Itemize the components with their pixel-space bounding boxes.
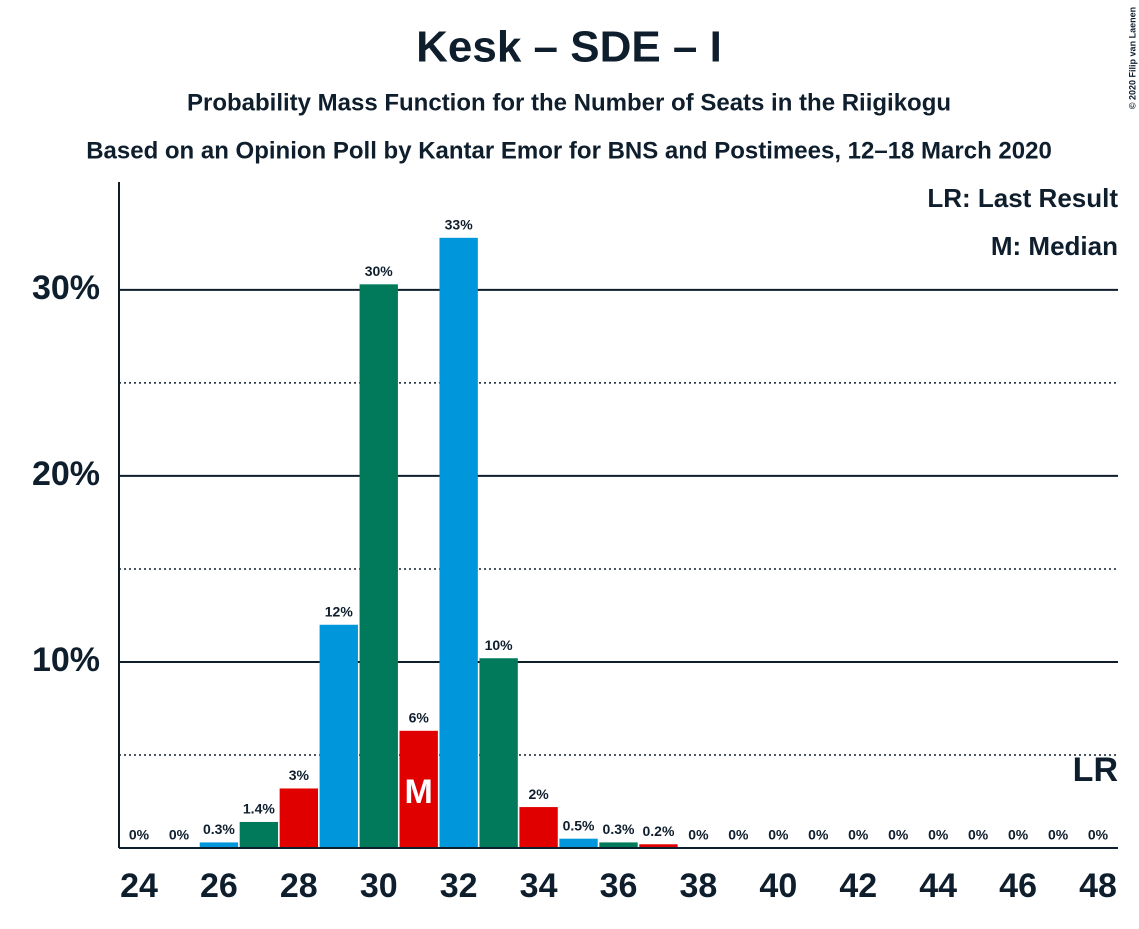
- bar: [279, 788, 319, 848]
- bar: [439, 237, 478, 848]
- chart-subtitle: Based on an Opinion Poll by Kantar Emor …: [86, 137, 1052, 164]
- value-label: 0%: [968, 827, 989, 843]
- chart-subtitle: Probability Mass Function for the Number…: [187, 89, 951, 116]
- value-label: 1.4%: [243, 801, 275, 817]
- x-tick-label: 32: [440, 867, 478, 905]
- value-label: 2%: [528, 786, 549, 802]
- x-tick-label: 48: [1079, 867, 1117, 905]
- x-tick-label: 34: [520, 867, 558, 905]
- value-label: 0%: [1008, 827, 1029, 843]
- x-tick-label: 26: [200, 867, 238, 905]
- value-label: 30%: [365, 263, 394, 279]
- value-label: 0%: [688, 827, 709, 843]
- median-marker: M: [405, 773, 433, 811]
- value-label: 6%: [409, 710, 430, 726]
- bar: [199, 842, 239, 848]
- bar: [559, 838, 598, 848]
- bar: [639, 844, 678, 848]
- y-tick-label: 30%: [32, 269, 100, 307]
- x-tick-label: 40: [759, 867, 797, 905]
- value-label: 0.2%: [642, 823, 674, 839]
- bar: [479, 658, 518, 848]
- value-label: 12%: [325, 603, 354, 619]
- bar: [319, 624, 358, 848]
- value-label: 10%: [485, 637, 514, 653]
- bar: [399, 730, 438, 848]
- value-label: 3%: [289, 767, 310, 783]
- bar: [239, 821, 279, 848]
- bar: [519, 807, 558, 848]
- x-tick-label: 44: [919, 867, 957, 905]
- x-tick-label: 36: [600, 867, 638, 905]
- value-label: 0.3%: [603, 821, 635, 837]
- value-label: 0%: [928, 827, 949, 843]
- value-label: 0%: [728, 827, 749, 843]
- value-label: 0%: [129, 827, 150, 843]
- y-tick-label: 20%: [32, 455, 100, 493]
- x-tick-label: 24: [120, 867, 158, 905]
- value-label: 0%: [808, 827, 829, 843]
- value-label: 0%: [848, 827, 869, 843]
- legend-entry: M: Median: [991, 231, 1118, 261]
- value-label: 0%: [169, 827, 190, 843]
- value-label: 0%: [888, 827, 909, 843]
- value-label: 0.5%: [563, 817, 595, 833]
- x-tick-label: 46: [999, 867, 1037, 905]
- x-tick-label: 38: [680, 867, 718, 905]
- value-label: 33%: [445, 217, 474, 233]
- bar: [359, 284, 398, 848]
- value-label: 0%: [768, 827, 789, 843]
- x-tick-label: 28: [280, 867, 318, 905]
- x-tick-label: 42: [839, 867, 877, 905]
- x-tick-label: 30: [360, 867, 398, 905]
- copyright: © 2020 Filip van Laenen: [1127, 7, 1137, 109]
- chart-title: Kesk – SDE – I: [416, 23, 722, 72]
- value-label: 0.3%: [203, 821, 235, 837]
- bar: [599, 842, 638, 848]
- y-tick-label: 10%: [32, 641, 100, 679]
- value-label: 0%: [1048, 827, 1069, 843]
- legend-entry: LR: Last Result: [927, 183, 1118, 213]
- value-label: 0%: [1088, 827, 1109, 843]
- last-result-label: LR: [1073, 751, 1118, 789]
